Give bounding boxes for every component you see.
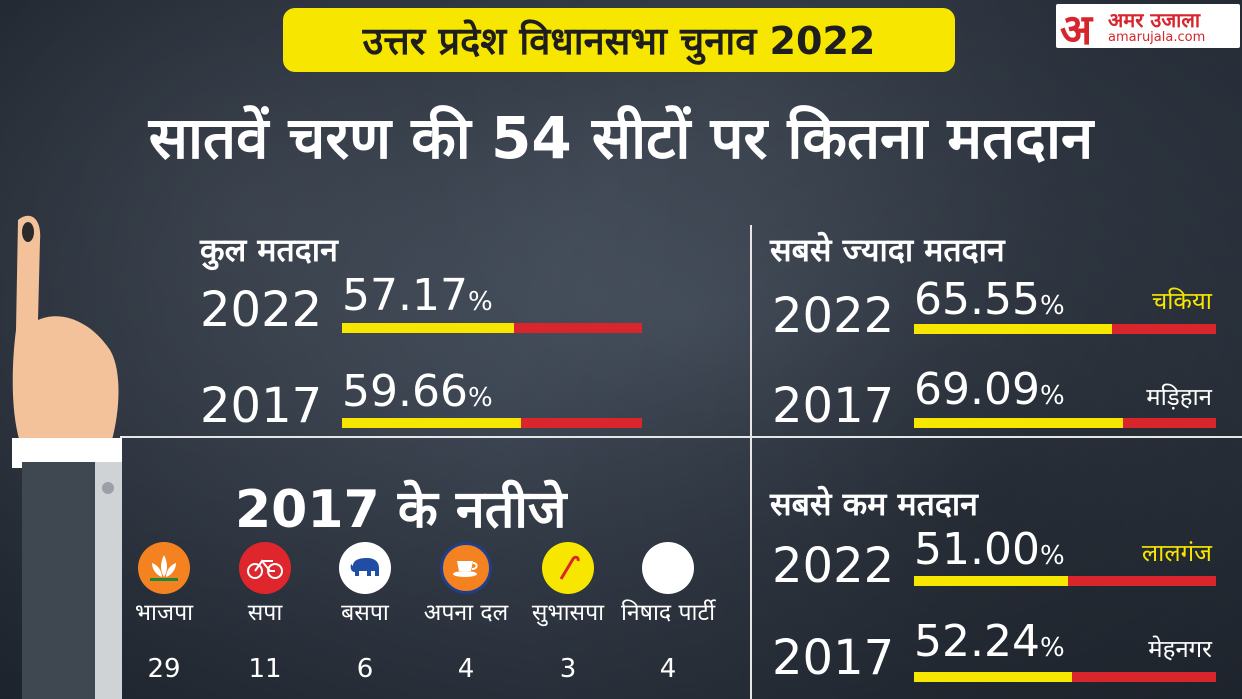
logo-mark: अ: [1060, 5, 1093, 54]
total-bar-2022: [342, 323, 642, 333]
vertical-divider: [750, 225, 752, 699]
party-seats: 3: [559, 654, 577, 684]
voting-finger-icon: [12, 215, 122, 699]
total-year-2022: 2022: [200, 282, 323, 338]
party-seats: 29: [147, 654, 181, 684]
party-apna-dal: अपना दल 4: [416, 542, 516, 684]
highest-bar-fill-2022: [914, 324, 1112, 334]
lowest-turnout-title: सबसे कम मतदान: [770, 485, 978, 523]
party-bsp: बसपा 6: [315, 542, 415, 684]
logo-hindi: अमर उजाला: [1108, 8, 1201, 32]
highest-year-2017: 2017: [772, 378, 895, 434]
highest-bar-fill-2017: [914, 418, 1123, 428]
party-nishad: निषाद पार्टी 4: [618, 542, 718, 684]
lowest-bar-2022: [914, 576, 1216, 586]
party-seats: 4: [659, 654, 677, 684]
highest-turnout-title: सबसे ज्यादा मतदान: [770, 231, 1005, 269]
lowest-bar-2017: [914, 672, 1216, 682]
party-seats: 6: [356, 654, 374, 684]
highest-value-2017: 69.09%: [914, 364, 1065, 415]
headline: सातवें चरण की 54 सीटों पर कितना मतदान: [148, 104, 1094, 172]
cup-saucer-icon: [440, 542, 492, 594]
party-sbsp: सुभासपा 3: [518, 542, 618, 684]
total-bar-2017: [342, 418, 642, 428]
title-banner: उत्तर प्रदेश विधानसभा चुनाव 2022: [283, 8, 955, 72]
lowest-value-2022: 51.00%: [914, 524, 1065, 575]
total-year-2017: 2017: [200, 378, 323, 434]
lowest-year-2022: 2022: [772, 538, 895, 594]
amarujala-logo[interactable]: अ अमर उजाला amarujala.com: [1056, 4, 1240, 54]
party-name: भाजपा: [134, 600, 194, 626]
party-name: अपना दल: [423, 600, 509, 626]
highest-place-2017: मड़िहान: [1146, 383, 1212, 411]
party-name: सुभासपा: [531, 600, 605, 626]
horizontal-divider: [120, 436, 1242, 438]
total-value-2017: 59.66%: [342, 366, 493, 417]
highest-place-2022: चकिया: [1151, 287, 1212, 315]
walking-stick-icon: [542, 542, 594, 594]
bicycle-icon: [239, 542, 291, 594]
blank-symbol-icon: [642, 542, 694, 594]
party-bjp: भाजपा 29: [114, 542, 214, 684]
elephant-icon: [339, 542, 391, 594]
results-title: 2017 के नतीजे: [235, 480, 567, 540]
highest-year-2022: 2022: [772, 288, 895, 344]
party-name: सपा: [247, 600, 283, 626]
lowest-place-2022: लालगंज: [1141, 539, 1212, 567]
party-seats: 11: [248, 654, 282, 684]
total-bar-fill-2022: [342, 323, 514, 333]
lowest-bar-fill-2017: [914, 672, 1072, 682]
lotus-icon: [138, 542, 190, 594]
highest-bar-2017: [914, 418, 1216, 428]
total-value-2022: 57.17%: [342, 270, 493, 321]
lowest-place-2017: मेहनगर: [1148, 635, 1212, 663]
lowest-value-2017: 52.24%: [914, 616, 1065, 667]
total-turnout-title: कुल मतदान: [200, 231, 338, 269]
total-bar-fill-2017: [342, 418, 521, 428]
lowest-bar-fill-2022: [914, 576, 1069, 586]
highest-bar-2022: [914, 324, 1216, 334]
logo-english: amarujala.com: [1108, 30, 1206, 45]
highest-value-2022: 65.55%: [914, 274, 1065, 325]
party-name: निषाद पार्टी: [620, 600, 716, 626]
party-name: बसपा: [341, 600, 389, 626]
party-sp: सपा 11: [215, 542, 315, 684]
lowest-year-2017: 2017: [772, 630, 895, 686]
party-seats: 4: [457, 654, 475, 684]
